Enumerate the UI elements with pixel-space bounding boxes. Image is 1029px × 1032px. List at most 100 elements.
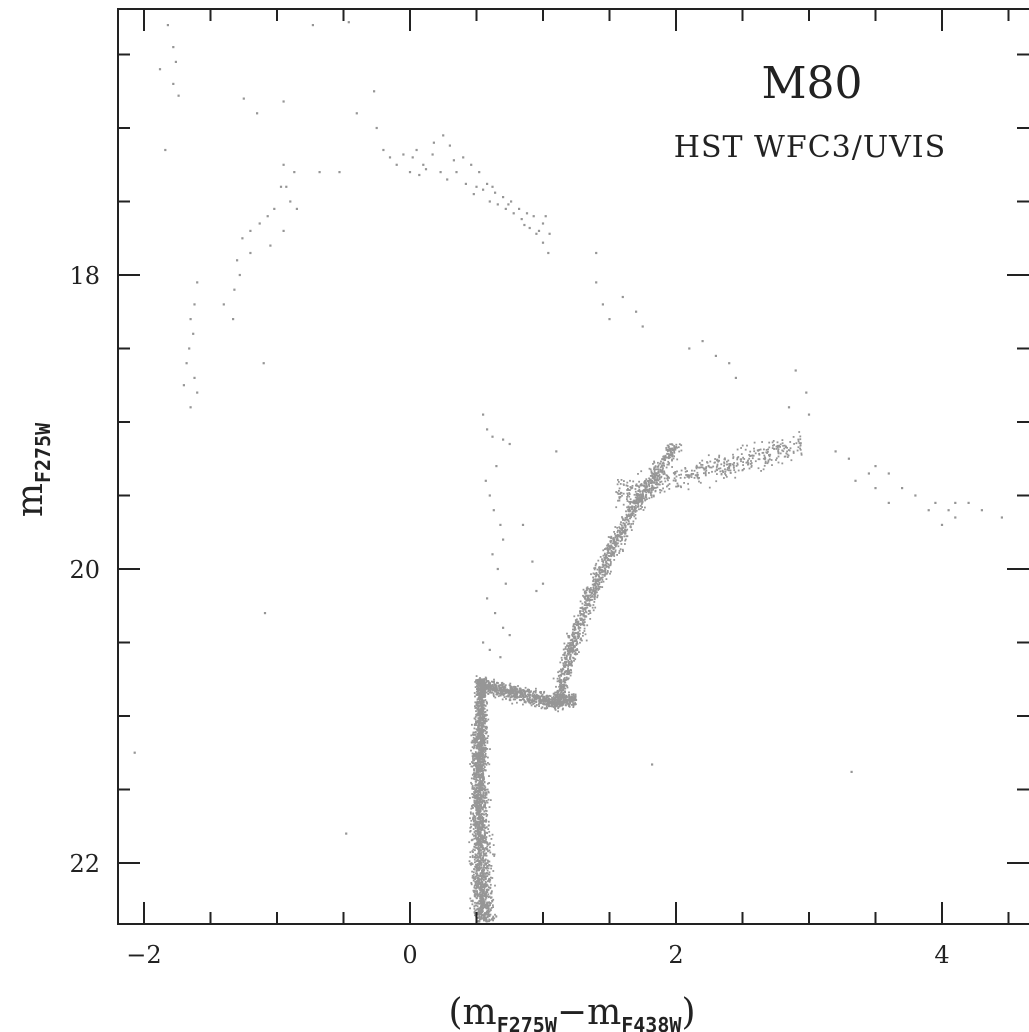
data-point [612, 542, 615, 545]
data-point [484, 705, 487, 707]
data-point [559, 680, 562, 682]
data-point [618, 526, 621, 529]
data-point [481, 768, 484, 770]
data-point [481, 719, 484, 722]
data-point [728, 469, 730, 472]
data-point [623, 480, 625, 482]
data-point [567, 667, 569, 670]
data-point [620, 533, 623, 535]
data-point [580, 623, 583, 625]
data-point [486, 788, 489, 791]
data-point [595, 562, 598, 565]
data-point [653, 477, 656, 480]
data-point [570, 638, 573, 641]
data-point [725, 475, 728, 478]
data-point [473, 886, 476, 889]
data-point [640, 503, 643, 505]
data-point [485, 867, 488, 870]
data-point [478, 834, 481, 837]
data-point [478, 910, 481, 913]
data-point [279, 185, 283, 188]
data-point [476, 741, 478, 744]
data-point [800, 453, 803, 456]
data-point [522, 698, 524, 701]
data-point [609, 540, 612, 543]
data-point [545, 697, 548, 700]
data-point [633, 502, 636, 504]
data-point [475, 902, 478, 904]
data-point [432, 141, 435, 144]
data-point [705, 466, 708, 468]
data-point [489, 748, 491, 750]
data-point [584, 633, 587, 636]
data-point [473, 873, 475, 876]
data-point [488, 763, 491, 766]
data-point [552, 702, 554, 705]
data-point [567, 645, 570, 648]
data-point [524, 686, 527, 689]
data-point [660, 464, 663, 467]
data-point [469, 797, 471, 799]
data-point [649, 479, 652, 482]
data-point [596, 594, 599, 597]
data-point [572, 642, 574, 645]
data-point [672, 479, 675, 482]
data-point [475, 809, 478, 811]
data-point [282, 229, 285, 232]
data-point [599, 571, 602, 574]
data-point [585, 639, 588, 642]
data-point [489, 689, 492, 692]
data-point [476, 787, 478, 789]
data-point [645, 486, 648, 489]
data-point [475, 780, 477, 782]
data-point [631, 511, 634, 514]
data-point [480, 691, 483, 693]
data-point [486, 862, 489, 864]
data-point [569, 651, 571, 654]
data-point [477, 680, 479, 683]
data-point [266, 215, 269, 218]
data-point [781, 462, 784, 465]
data-point [485, 818, 487, 821]
data-point [476, 865, 478, 867]
data-point [595, 588, 598, 591]
data-point [482, 784, 484, 787]
data-point [481, 880, 484, 883]
data-point [576, 653, 579, 655]
data-point [285, 185, 288, 188]
data-point [478, 723, 481, 725]
data-point [797, 440, 800, 443]
data-point [624, 538, 627, 541]
data-point [648, 477, 650, 480]
data-point [588, 598, 590, 600]
data-point [475, 788, 477, 791]
data-point [481, 717, 484, 719]
data-point [598, 566, 601, 569]
data-point [577, 620, 580, 623]
data-point [490, 838, 493, 840]
data-point [483, 736, 486, 739]
data-point [477, 913, 479, 916]
data-point [534, 690, 536, 693]
data-point [569, 647, 572, 650]
data-point [616, 531, 619, 533]
data-point [477, 864, 480, 867]
data-point [568, 653, 570, 656]
data-point [482, 889, 485, 891]
data-point [564, 646, 567, 648]
data-point [594, 595, 596, 598]
data-point [596, 591, 598, 594]
data-point [647, 489, 650, 491]
data-point [668, 488, 671, 490]
data-point [418, 173, 421, 177]
data-point [593, 596, 596, 599]
data-point [661, 483, 664, 485]
data-point [481, 752, 484, 755]
data-point [482, 914, 484, 917]
data-point [488, 920, 491, 923]
data-point [662, 462, 665, 465]
data-point [654, 466, 657, 468]
data-point [601, 566, 604, 569]
data-point [633, 507, 636, 509]
data-point [597, 585, 600, 588]
